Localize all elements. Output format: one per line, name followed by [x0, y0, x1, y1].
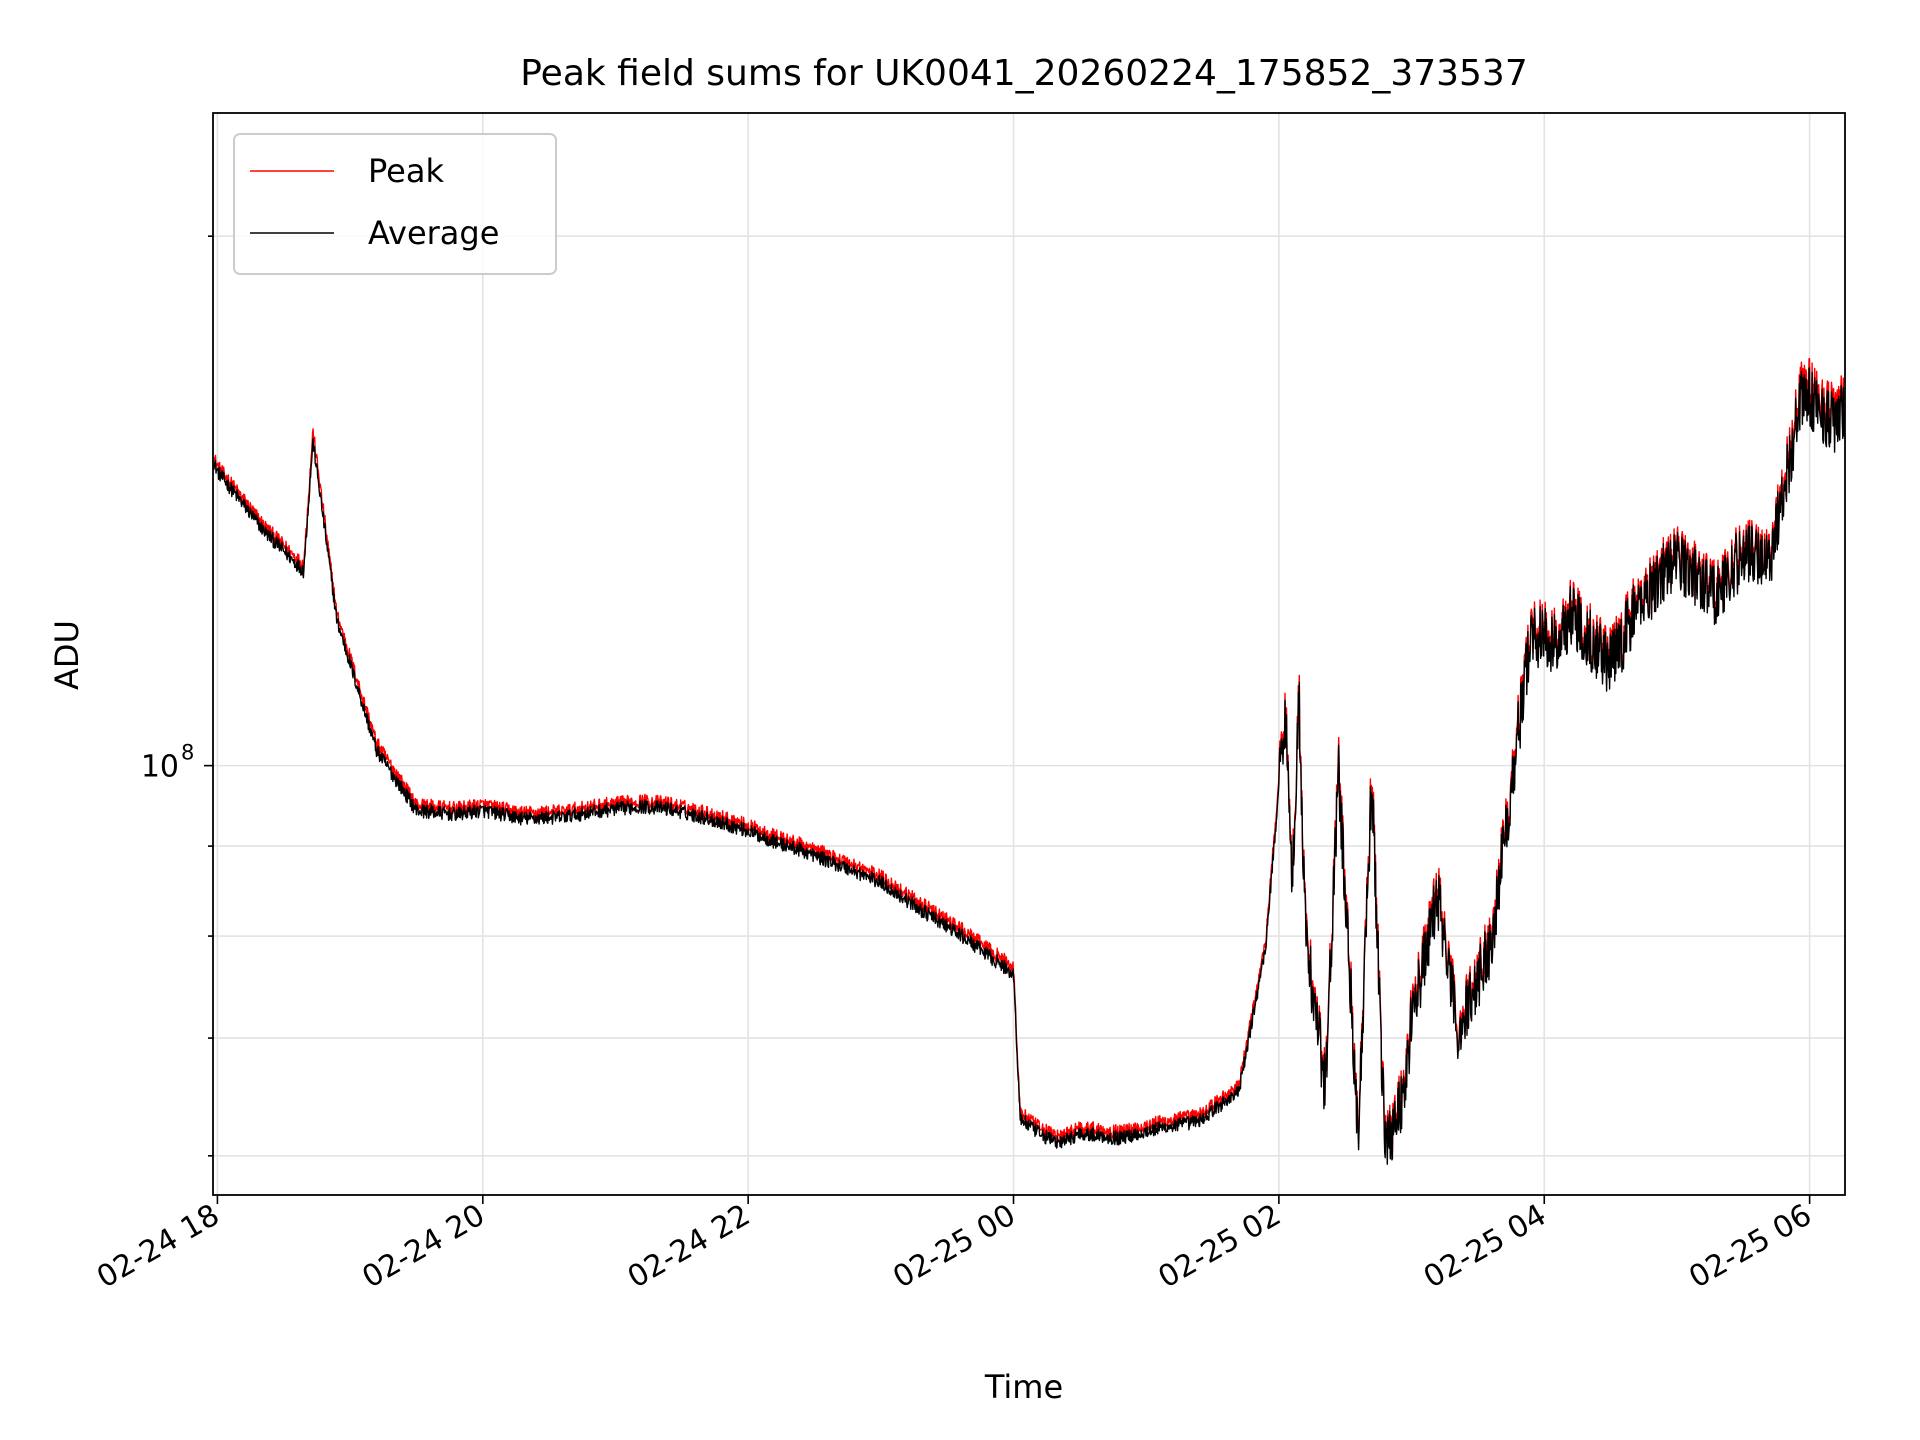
y-tick-label: 10 — [141, 750, 179, 785]
grid — [213, 113, 1845, 1195]
y-tick-exponent: 8 — [181, 741, 194, 765]
series-line-average — [213, 367, 1845, 1165]
chart-title: Peak field sums for UK0041_20260224_1758… — [520, 53, 1528, 94]
y-axis-label: ADU — [48, 620, 86, 690]
x-axis-label: Time — [984, 1368, 1063, 1406]
plot-frame — [212, 112, 1846, 1196]
legend-box — [233, 133, 557, 275]
legend-label-average: Average — [368, 214, 499, 252]
legend: Peak Average — [233, 133, 557, 275]
legend-label-peak: Peak — [368, 152, 444, 190]
y-axis: 10 8 — [141, 235, 213, 1157]
series-layer — [213, 357, 1845, 1165]
